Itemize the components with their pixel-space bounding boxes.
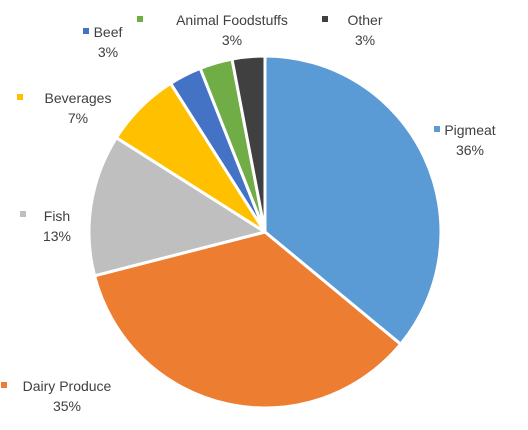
slice-percent-label: 13% (43, 228, 71, 244)
pie-slice-other (230, 54, 267, 234)
pie-slices (87, 54, 443, 410)
pie-slice-fish (87, 136, 267, 278)
legend-marker (1, 382, 7, 388)
legend-marker (17, 94, 23, 100)
slice-category-label: Beverages (45, 90, 112, 106)
pie-slice-pigmeat (263, 54, 443, 346)
slice-percent-label: 3% (355, 32, 375, 48)
pie-slice-dairy-produce (93, 230, 403, 410)
legend-marker (83, 28, 89, 34)
pie-labels: Pigmeat 36% Dairy Produce 35% Fish 13% Beverag… (1, 12, 496, 414)
slice-percent-label: 35% (53, 398, 81, 414)
slice-percent-label: 36% (456, 142, 484, 158)
slice-category-label: Dairy Produce (23, 378, 112, 394)
slice-category-label: Beef (94, 24, 123, 40)
slice-percent-label: 3% (222, 32, 242, 48)
legend-marker (137, 16, 143, 22)
slice-category-label: Other (347, 12, 382, 28)
legend-marker (20, 211, 26, 217)
slice-percent-label: 7% (68, 110, 88, 126)
slice-percent-label: 3% (98, 44, 118, 60)
slice-category-label: Animal Foodstuffs (176, 12, 288, 28)
legend-marker (322, 16, 328, 22)
slice-category-label: Pigmeat (444, 122, 495, 138)
legend-marker (434, 126, 440, 132)
slice-category-label: Fish (44, 208, 70, 224)
